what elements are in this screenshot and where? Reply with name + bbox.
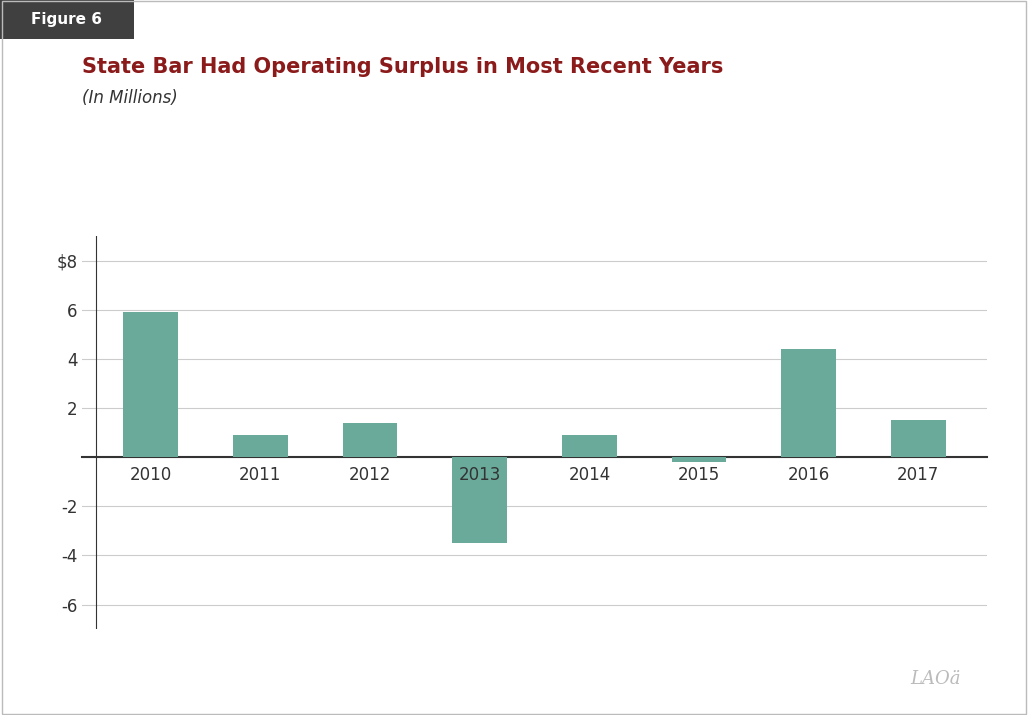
Text: Figure 6: Figure 6 — [31, 12, 103, 27]
Text: 2014: 2014 — [568, 465, 611, 484]
Text: 2015: 2015 — [677, 465, 721, 484]
Bar — [671, 457, 727, 462]
Text: LAOä: LAOä — [911, 670, 961, 688]
Bar — [781, 349, 836, 457]
Text: 2013: 2013 — [458, 465, 501, 484]
Text: 2017: 2017 — [897, 465, 940, 484]
Text: 2011: 2011 — [240, 465, 282, 484]
Text: State Bar Had Operating Surplus in Most Recent Years: State Bar Had Operating Surplus in Most … — [82, 57, 724, 77]
Bar — [342, 423, 398, 457]
Bar — [123, 312, 178, 457]
Bar — [891, 420, 946, 457]
Text: 2012: 2012 — [348, 465, 392, 484]
Text: (In Millions): (In Millions) — [82, 89, 178, 107]
Bar — [452, 457, 507, 543]
Bar — [233, 435, 288, 457]
Text: 2010: 2010 — [130, 465, 172, 484]
Text: 2016: 2016 — [787, 465, 830, 484]
Bar — [562, 435, 617, 457]
